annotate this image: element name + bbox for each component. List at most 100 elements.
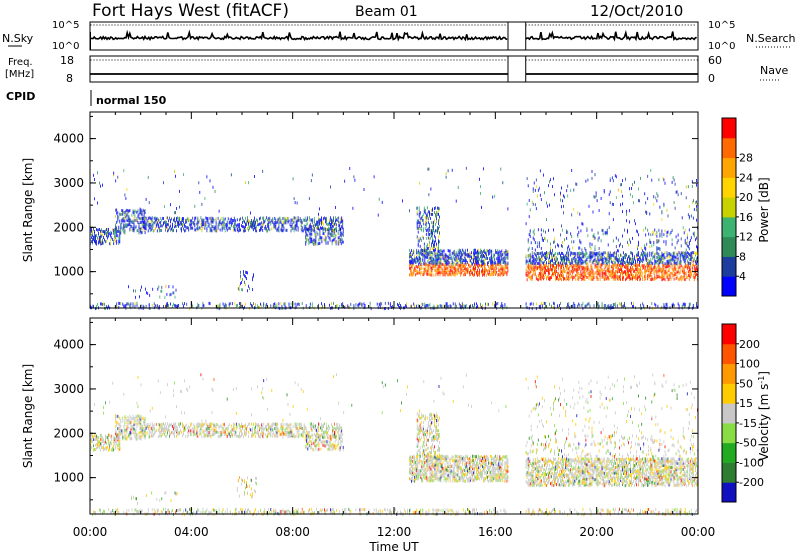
data-cell bbox=[430, 259, 432, 263]
data-cell bbox=[423, 270, 425, 274]
data-cell bbox=[126, 302, 128, 306]
data-cell bbox=[263, 302, 265, 306]
data-cell bbox=[622, 210, 623, 214]
data-cell bbox=[196, 226, 198, 230]
data-cell bbox=[439, 261, 441, 265]
data-cell bbox=[140, 208, 142, 212]
data-cell bbox=[609, 179, 611, 182]
data-cell bbox=[435, 223, 436, 226]
data-cell bbox=[124, 428, 126, 432]
data-cell bbox=[526, 177, 528, 181]
data-cell bbox=[570, 189, 572, 193]
data-cell bbox=[651, 251, 653, 255]
data-cell bbox=[137, 214, 139, 218]
data-cell bbox=[239, 302, 240, 306]
data-cell bbox=[677, 251, 679, 255]
data-cell bbox=[667, 214, 669, 218]
data-cell bbox=[633, 268, 634, 272]
data-cell bbox=[610, 265, 612, 269]
data-cell bbox=[640, 254, 641, 258]
data-cell bbox=[608, 270, 610, 274]
data-cell bbox=[632, 267, 633, 271]
data-cell bbox=[671, 255, 673, 259]
data-cell bbox=[491, 269, 493, 273]
data-cell bbox=[116, 304, 118, 308]
data-cell bbox=[590, 271, 592, 275]
data-cell bbox=[538, 304, 540, 308]
data-cell bbox=[91, 437, 92, 441]
data-cell bbox=[484, 271, 485, 275]
data-cell bbox=[128, 285, 129, 289]
data-cell bbox=[672, 251, 674, 255]
data-cell bbox=[309, 222, 311, 226]
data-cell bbox=[495, 268, 497, 272]
data-cell bbox=[588, 277, 590, 280]
data-cell bbox=[455, 251, 457, 255]
data-cell bbox=[260, 222, 261, 226]
data-cell bbox=[596, 267, 598, 271]
data-cell bbox=[677, 270, 679, 273]
data-cell bbox=[118, 241, 120, 245]
data-cell bbox=[451, 261, 453, 264]
data-cell bbox=[455, 257, 457, 261]
data-cell bbox=[457, 251, 459, 255]
data-cell bbox=[329, 222, 330, 226]
data-cell bbox=[663, 267, 665, 271]
data-cell bbox=[111, 434, 113, 438]
data-cell bbox=[660, 258, 662, 262]
data-cell bbox=[696, 273, 697, 276]
data-cell bbox=[293, 197, 295, 201]
data-cell bbox=[567, 258, 569, 262]
data-cell bbox=[555, 269, 556, 273]
data-cell bbox=[528, 233, 530, 236]
data-cell bbox=[539, 169, 541, 173]
data-cell bbox=[116, 241, 118, 245]
data-cell bbox=[540, 277, 542, 281]
data-cell bbox=[436, 244, 437, 248]
data-cell bbox=[133, 223, 135, 227]
data-cell bbox=[526, 273, 528, 277]
data-cell bbox=[118, 438, 120, 442]
data-cell bbox=[153, 302, 155, 306]
data-cell bbox=[654, 253, 656, 257]
data-cell bbox=[93, 237, 94, 241]
data-cell bbox=[430, 262, 432, 266]
data-cell bbox=[296, 219, 298, 223]
data-cell bbox=[549, 180, 550, 184]
data-cell bbox=[275, 218, 277, 222]
data-cell bbox=[689, 270, 691, 274]
data-cell bbox=[467, 254, 468, 258]
data-cell bbox=[552, 259, 553, 263]
data-cell bbox=[449, 271, 451, 275]
data-cell bbox=[527, 267, 529, 271]
data-cell bbox=[628, 275, 629, 279]
data-cell bbox=[568, 260, 570, 263]
data-cell bbox=[412, 250, 413, 254]
data-cell bbox=[665, 269, 667, 273]
data-cell bbox=[201, 218, 203, 222]
data-cell bbox=[219, 228, 221, 232]
data-cell bbox=[590, 269, 592, 272]
data-cell bbox=[140, 231, 142, 235]
data-cell bbox=[499, 259, 501, 263]
data-cell bbox=[555, 278, 556, 282]
data-cell bbox=[427, 217, 429, 221]
data-cell bbox=[538, 275, 540, 278]
data-cell bbox=[597, 237, 599, 241]
data-cell bbox=[679, 267, 681, 271]
data-cell bbox=[478, 255, 479, 259]
data-cell bbox=[580, 272, 582, 276]
data-cell bbox=[447, 269, 449, 273]
data-cell bbox=[437, 226, 438, 230]
data-cell bbox=[116, 420, 118, 424]
data-cell bbox=[528, 259, 530, 263]
data-cell bbox=[317, 220, 318, 224]
data-cell bbox=[550, 268, 551, 272]
data-cell bbox=[462, 303, 464, 307]
data-cell bbox=[644, 267, 646, 271]
data-cell bbox=[656, 259, 658, 263]
data-cell bbox=[422, 213, 424, 217]
data-cell bbox=[291, 227, 293, 231]
data-cell bbox=[631, 260, 632, 264]
data-cell bbox=[271, 227, 273, 231]
